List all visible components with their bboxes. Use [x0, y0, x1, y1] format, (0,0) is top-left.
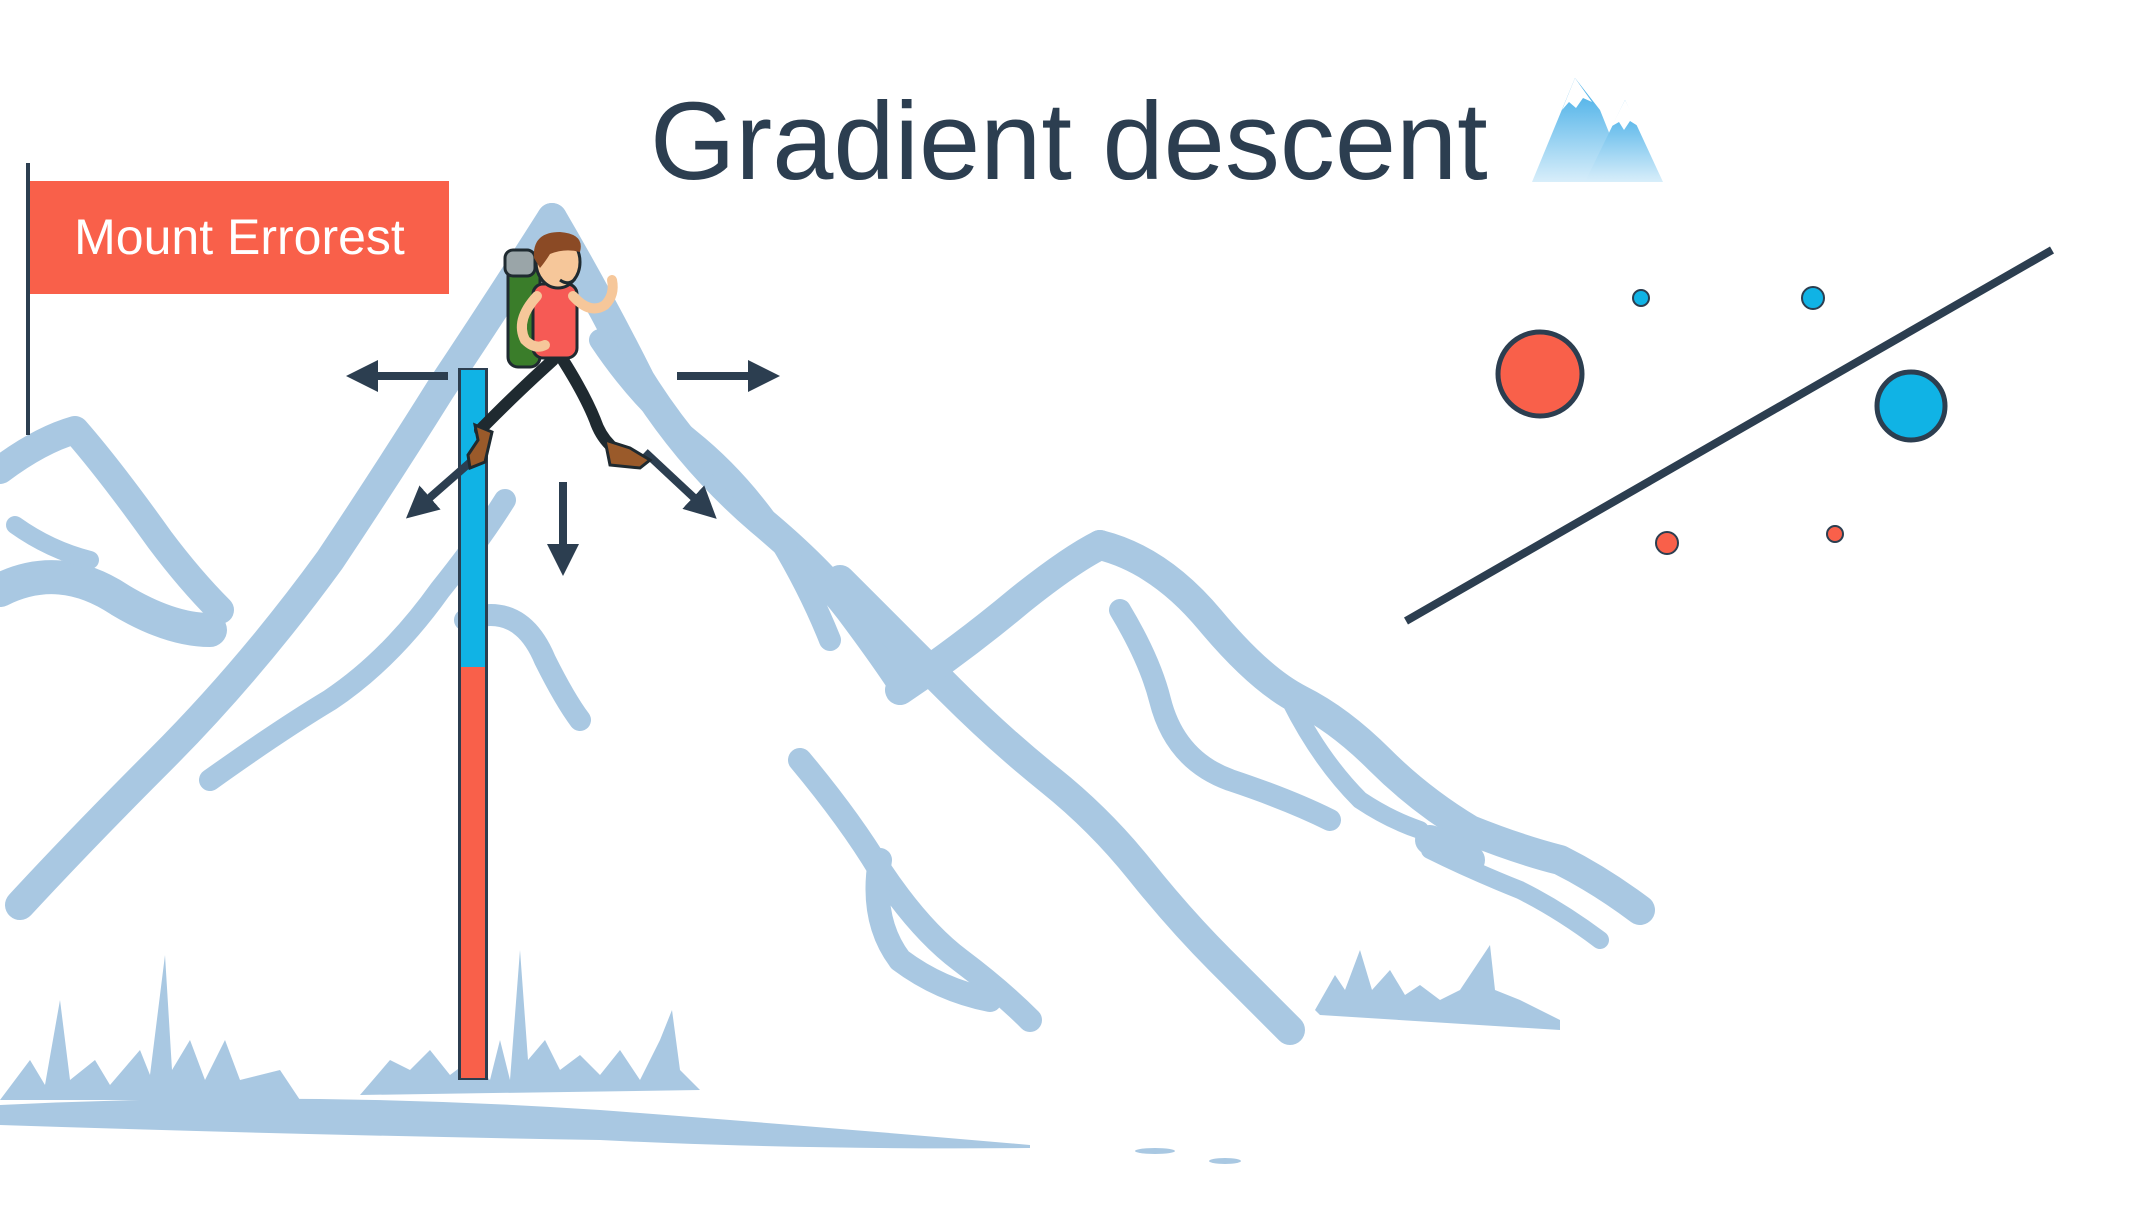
scatter-point-small-coral-1 [1655, 531, 1679, 555]
left-shoulder [0, 560, 227, 647]
main-peak-right-flank [537, 203, 915, 695]
grass-right-patch [1315, 945, 1560, 1030]
hiker-leg-back [474, 354, 559, 436]
scatter-point-large-cyan [1874, 369, 1948, 443]
central-hook [865, 848, 1002, 1012]
hiker-bedroll [503, 248, 537, 278]
grass-left [0, 955, 300, 1100]
right-peak-right-flank [1085, 530, 1655, 925]
icon-peak-right [1585, 100, 1663, 182]
grass-center [360, 950, 700, 1095]
hiker-boot-back [466, 422, 494, 471]
mountain-range [0, 203, 1655, 1045]
icon-snow-right [1612, 100, 1638, 130]
left-valley-line [6, 516, 99, 569]
foreground-grass [0, 945, 1560, 1164]
ground-band [0, 1098, 1030, 1149]
pebble-2 [1209, 1158, 1241, 1164]
hiker-arm-front [568, 275, 618, 314]
down-right-arrow-icon [642, 449, 717, 519]
hiker-hair [533, 232, 581, 268]
scatter-plot [1404, 246, 2054, 625]
error-bar-red-segment [461, 667, 485, 1078]
icon-snow-left [1562, 78, 1592, 110]
scatter-point-large-coral [1495, 329, 1585, 419]
scatter-point-small-cyan-1 [1632, 289, 1650, 307]
regression-line [1404, 246, 2054, 625]
scatter-point-small-coral-2 [1826, 525, 1844, 543]
hiker-icon [466, 232, 653, 471]
right-peak-inner [1109, 599, 1341, 831]
right-peak-left-flank [885, 530, 1115, 705]
main-peak-right-ridge [589, 329, 841, 651]
right-foothill-drop [1415, 825, 1485, 875]
pebble-1 [1135, 1148, 1175, 1154]
error-bar-blue-segment [461, 370, 485, 667]
right-peak-lower-ridge [1281, 691, 1429, 839]
hiker-arm-back [517, 291, 550, 352]
hiker-boot-front [603, 437, 653, 470]
hiker-smile [559, 277, 577, 285]
page-title: Gradient descent [650, 80, 1488, 203]
main-peak-crevasse [454, 604, 591, 731]
left-peak-ridge [0, 416, 234, 624]
central-inner-slope [788, 748, 1042, 1032]
flag-label: Mount Errorest [30, 181, 449, 294]
scatter-point-small-cyan-2 [1801, 286, 1825, 310]
snowy-mountains-icon [1532, 78, 1663, 182]
main-peak-left-flank [5, 203, 567, 920]
hiker-leg-front [557, 354, 616, 451]
error-bar [458, 368, 488, 1080]
